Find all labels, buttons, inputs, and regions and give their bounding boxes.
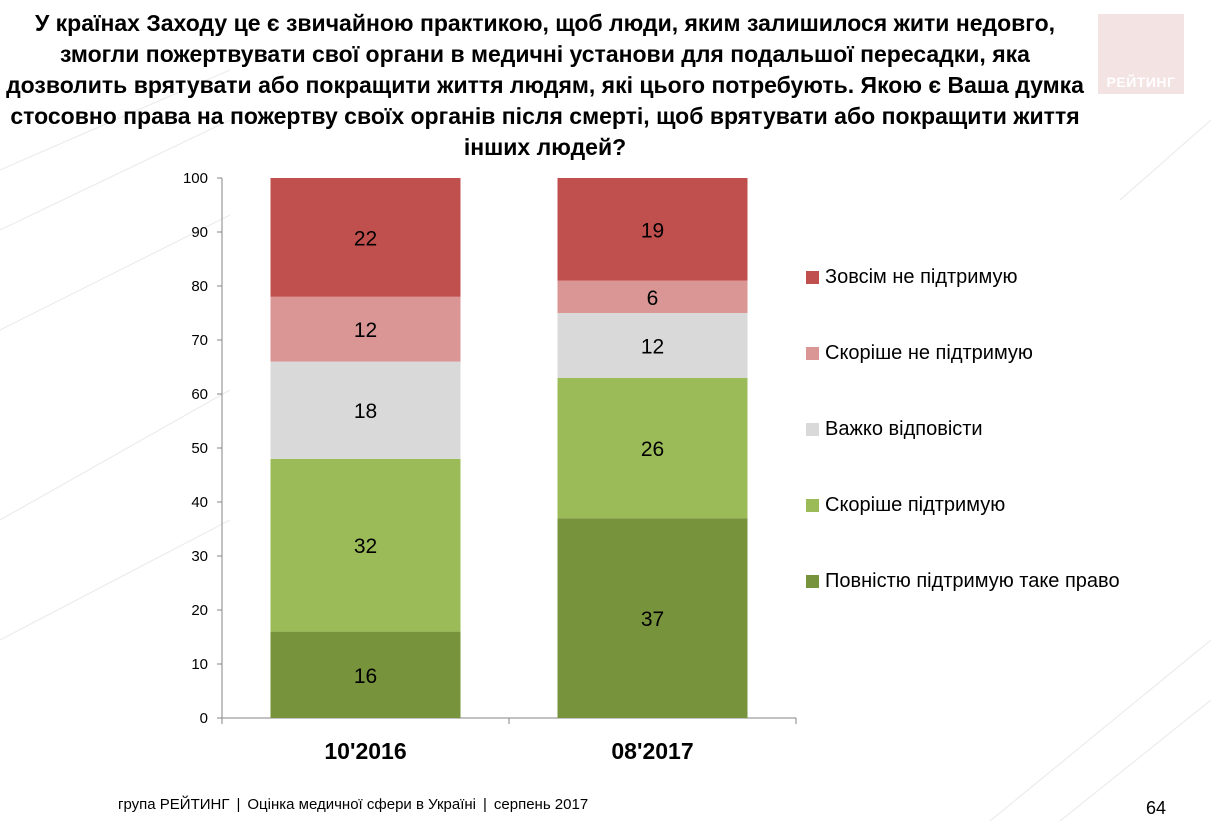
legend-swatch xyxy=(806,422,819,436)
bar-segment xyxy=(270,178,461,297)
y-tick-label: 80 xyxy=(191,278,208,295)
data-label: 26 xyxy=(641,438,664,461)
legend-swatch xyxy=(806,270,819,284)
title-line: інших людей? xyxy=(463,134,627,160)
y-tick-label: 50 xyxy=(191,440,208,457)
bar-segment xyxy=(557,313,748,378)
legend-label: Важко відповісти xyxy=(825,417,983,440)
y-tick-label: 30 xyxy=(191,548,208,565)
bar-segment xyxy=(270,458,461,632)
rating-logo: РЕЙТИНГ xyxy=(1098,14,1184,94)
legend-item: Важко відповісти xyxy=(806,414,983,444)
title-line: стосовно права на пожертву своїх органів… xyxy=(10,103,1080,129)
y-tick-label: 10 xyxy=(191,656,208,673)
data-label: 19 xyxy=(641,219,664,242)
title-line: У країнах Заходу це є звичайною практико… xyxy=(34,10,1056,36)
y-tick-label: 40 xyxy=(191,494,208,511)
legend-swatch xyxy=(806,346,819,360)
data-label: 12 xyxy=(641,335,664,358)
footer-survey: Оцінка медичної сфери в Україні xyxy=(247,796,476,813)
data-label: 22 xyxy=(354,227,377,250)
bar-segment xyxy=(270,296,461,362)
title-line: змогли пожертвувати свої органи в медичн… xyxy=(60,41,1030,67)
footer-date: серпень 2017 xyxy=(493,796,589,813)
data-label: 6 xyxy=(647,287,659,310)
chart-title: У країнах Заходу це є звичайною практико… xyxy=(0,8,1090,163)
footer-org: група РЕЙТИНГ xyxy=(118,796,230,813)
page-number: 64 xyxy=(1146,798,1167,818)
bar-segment xyxy=(270,631,461,718)
data-label: 32 xyxy=(354,535,377,558)
legend-swatch xyxy=(806,498,819,512)
data-label: 37 xyxy=(641,608,664,631)
footer-separator: | xyxy=(482,796,487,813)
title-line: дозволить врятувати або покращити життя … xyxy=(6,72,1084,98)
bar-segment xyxy=(557,178,748,281)
legend-label: Скоріше не підтримую xyxy=(825,341,1033,364)
data-label: 18 xyxy=(354,400,377,423)
legend-item: Скоріше не підтримую xyxy=(806,338,1033,368)
footer-separator: | xyxy=(236,796,241,813)
legend-label: Повністю підтримую таке право xyxy=(825,569,1120,592)
x-category-label: 08'2017 xyxy=(611,738,693,764)
data-label: 16 xyxy=(354,665,377,688)
legend-label: Скоріше підтримую xyxy=(825,493,1006,516)
y-tick-label: 20 xyxy=(191,602,208,619)
bar-segment xyxy=(557,280,748,313)
legend-item: Повністю підтримую таке право xyxy=(806,566,1120,596)
y-tick-label: 70 xyxy=(191,332,208,349)
x-category-label: 10'2016 xyxy=(324,738,406,764)
bar-segment xyxy=(557,518,748,718)
y-tick-label: 90 xyxy=(191,224,208,241)
legend-swatch xyxy=(806,574,819,588)
y-tick-label: 60 xyxy=(191,386,208,403)
data-label: 12 xyxy=(354,319,377,342)
legend-label: Зовсім не підтримую xyxy=(825,265,1018,288)
bar-segment xyxy=(557,377,748,519)
footer: група РЕЙТИНГ | Оцінка медичної сфери в Ук… xyxy=(118,796,588,813)
y-tick-label: 100 xyxy=(183,170,208,187)
bar-segment xyxy=(270,361,461,459)
logo-text: РЕЙТИНГ xyxy=(1106,74,1176,90)
legend-item: Скоріше підтримую xyxy=(806,490,1005,520)
y-tick-label: 0 xyxy=(200,710,208,727)
legend-item: Зовсім не підтримую xyxy=(806,262,1017,292)
